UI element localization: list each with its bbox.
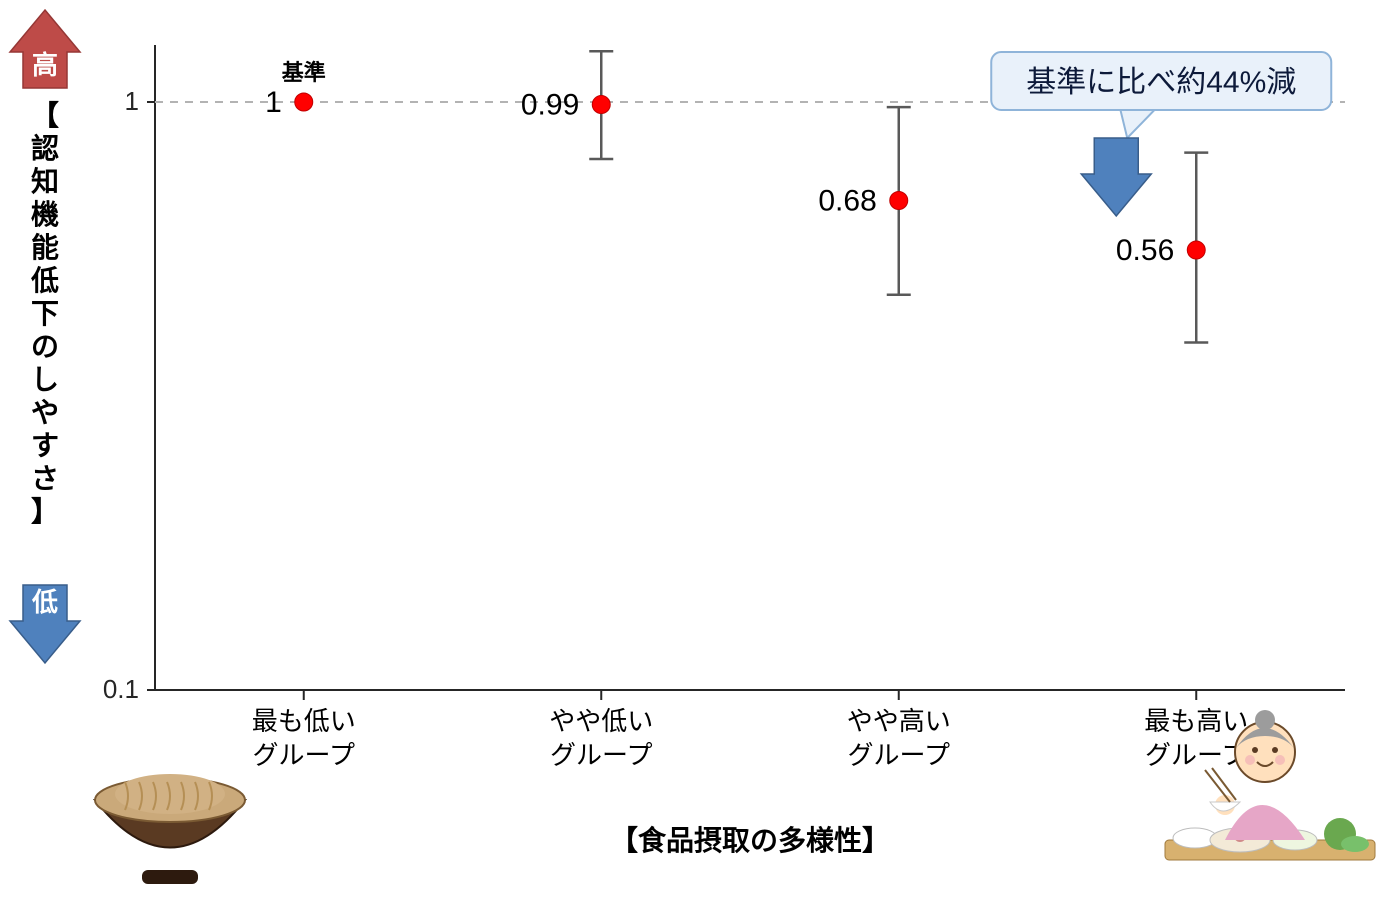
x-tick-label: 最も低い: [252, 706, 356, 736]
x-tick-label: やや低い: [549, 706, 653, 736]
callout-text: 基準に比べ約44%減: [1026, 66, 1296, 99]
down-arrow-icon: [1081, 138, 1151, 216]
x-tick-label: グループ: [550, 740, 652, 770]
svg-text:低: 低: [31, 587, 58, 617]
noodle-bowl-icon: [95, 774, 245, 884]
y-axis-title-char: 低: [30, 265, 59, 296]
svg-text:高: 高: [32, 50, 58, 80]
y-tick-label: 1: [125, 86, 139, 116]
value-label: 0.99: [521, 89, 579, 122]
y-axis-title-char: 機: [31, 199, 59, 230]
infographic-root: 10.1最も低いグループやや低いグループやや高いグループ最も高いグループ1基準0…: [0, 0, 1400, 901]
baseline-label: 基準: [282, 60, 326, 85]
x-tick-label: グループ: [253, 740, 355, 770]
y-axis-title-char: 】: [31, 496, 59, 527]
value-label: 0.56: [1116, 234, 1174, 267]
y-axis-title-char: 知: [31, 165, 59, 197]
x-axis-title: 【食品摂取の多様性】: [610, 824, 890, 856]
value-label: 0.68: [818, 184, 876, 217]
x-tick-label: やや高い: [847, 706, 951, 736]
data-point-marker: [890, 191, 908, 209]
chart-svg: 10.1最も低いグループやや低いグループやや高いグループ最も高いグループ1基準0…: [0, 0, 1400, 901]
x-tick-label: 最も高い: [1144, 706, 1248, 736]
y-axis-title-char: す: [31, 430, 59, 461]
y-axis-title-char: 認: [31, 132, 59, 164]
y-axis-title-char: 能: [31, 232, 59, 263]
x-tick-label: グループ: [848, 740, 950, 770]
y-axis-title-char: 下: [31, 298, 59, 329]
value-label: 1: [265, 86, 282, 119]
y-axis-title-char: の: [31, 331, 59, 362]
y-tick-label: 0.1: [103, 674, 139, 704]
y-axis-title-char: し: [31, 364, 59, 395]
y-axis-title-char: さ: [31, 463, 59, 494]
x-tick-label: グループ: [1145, 740, 1247, 770]
y-axis-title-char: や: [31, 397, 59, 428]
data-point-marker: [1187, 241, 1205, 259]
y-axis-title-char: 【: [31, 100, 59, 131]
data-point-marker: [295, 93, 313, 111]
data-point-marker: [592, 96, 610, 114]
